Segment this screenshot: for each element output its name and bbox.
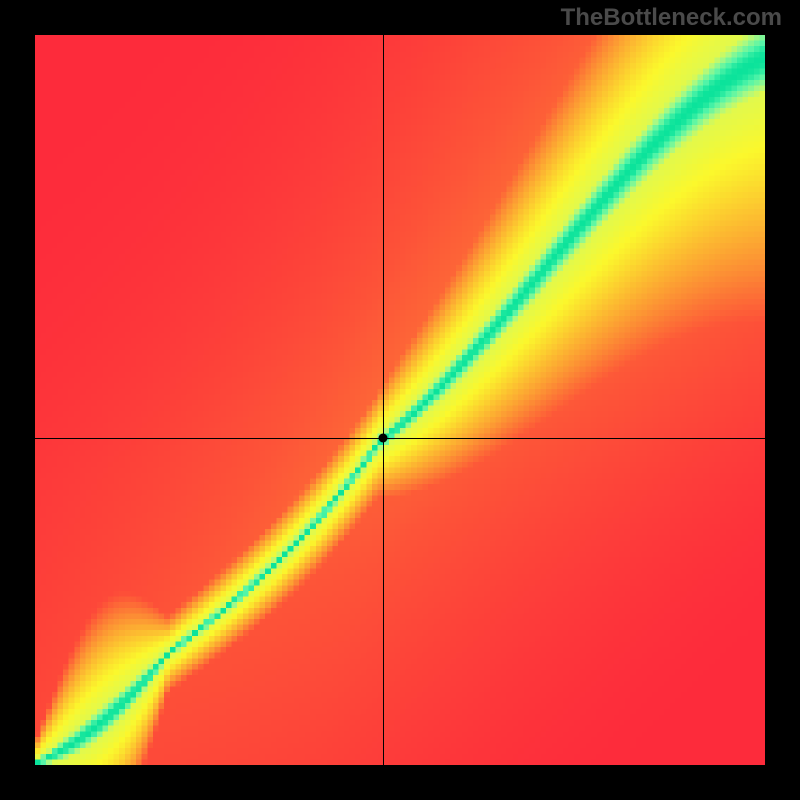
crosshair-vertical bbox=[383, 35, 384, 765]
crosshair-marker bbox=[379, 433, 388, 442]
heatmap-plot-area bbox=[35, 35, 765, 765]
heatmap-canvas bbox=[35, 35, 765, 765]
chart-container: TheBottleneck.com bbox=[0, 0, 800, 800]
crosshair-horizontal bbox=[35, 438, 765, 439]
watermark-text: TheBottleneck.com bbox=[561, 4, 782, 32]
